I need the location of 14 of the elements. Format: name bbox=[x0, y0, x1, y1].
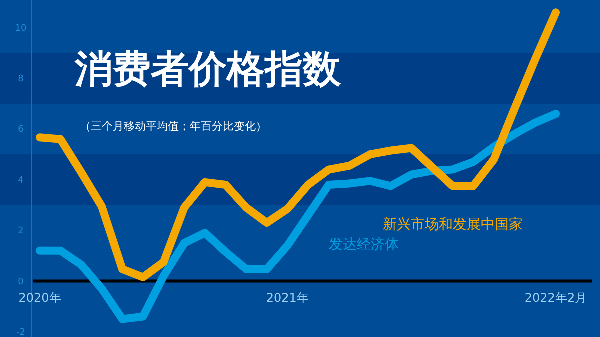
y-tick-label: 8 bbox=[18, 74, 24, 85]
text: 发达经济体 bbox=[329, 237, 399, 253]
text: 新兴市场和发展中国家 bbox=[383, 217, 523, 233]
y-tick-label: 0 bbox=[18, 277, 24, 288]
x-tick-label: 2022年2月 bbox=[524, 291, 588, 305]
y-tick-label: 6 bbox=[18, 125, 24, 136]
y-tick-label: 4 bbox=[18, 176, 24, 186]
text: （三个月移动平均值；年百分比变化） bbox=[80, 120, 267, 133]
x-tick-label: 2021年 bbox=[266, 291, 309, 305]
y-tick-label: -2 bbox=[16, 328, 26, 337]
text: 消费者价格指数 bbox=[74, 47, 342, 91]
y-tick-label: 10 bbox=[15, 24, 27, 34]
y-tick-label: 2 bbox=[18, 226, 24, 237]
x-tick-label: 2020年 bbox=[18, 291, 62, 305]
